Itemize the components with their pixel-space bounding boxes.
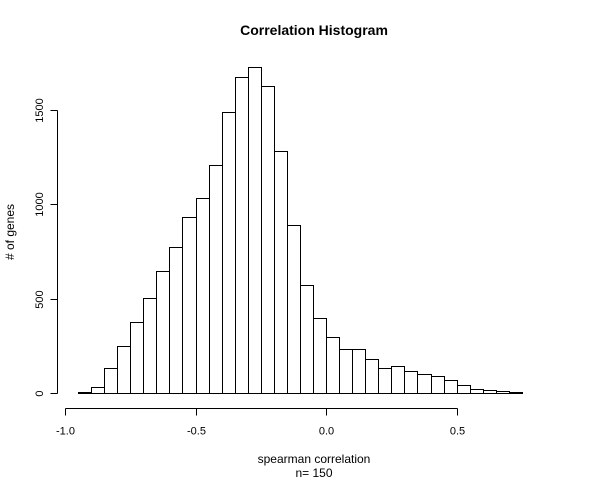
- histogram-bar: [457, 385, 471, 394]
- histogram-bar: [222, 112, 236, 394]
- x-axis: -1.0 -0.5 0.0 0.5: [56, 408, 465, 438]
- histogram-bar: [509, 392, 523, 394]
- histogram-bar: [209, 165, 223, 394]
- y-tick-label: 500: [34, 290, 46, 308]
- histogram-bar: [261, 86, 275, 394]
- y-tick-label: 0: [34, 390, 46, 396]
- histogram-bar: [470, 389, 484, 394]
- histogram-bar: [365, 359, 379, 394]
- histogram-bar: [378, 368, 392, 394]
- histogram-bar: [196, 198, 210, 394]
- histogram-bar: [431, 376, 445, 394]
- histogram-bar: [483, 390, 497, 394]
- chart-title: Correlation Histogram: [240, 22, 388, 38]
- histogram-bar: [391, 366, 405, 394]
- bars-group: [78, 67, 523, 394]
- histogram-bar: [496, 391, 510, 394]
- histogram-bar: [156, 271, 170, 394]
- histogram-bar: [339, 349, 353, 394]
- histogram-bar: [117, 346, 131, 394]
- histogram-bar: [326, 337, 340, 394]
- y-axis: 0 500 1000 1500: [34, 98, 58, 397]
- histogram-bar: [248, 67, 262, 394]
- histogram-bar: [274, 151, 288, 394]
- x-tick-label: -1.0: [56, 426, 75, 438]
- y-axis-label: # of genes: [3, 204, 17, 260]
- histogram-bar: [182, 217, 197, 394]
- histogram-bar: [130, 322, 144, 394]
- y-tick-label: 1000: [34, 192, 46, 216]
- histogram-bar: [169, 247, 183, 394]
- histogram-bar: [104, 368, 118, 394]
- x-tick-label: -0.5: [187, 426, 206, 438]
- histogram-bar: [404, 371, 418, 394]
- x-axis-label: spearman correlation: [258, 452, 371, 466]
- x-tick-label: 0.0: [319, 426, 334, 438]
- histogram-bar: [313, 318, 327, 394]
- histogram-bar: [143, 298, 157, 394]
- x-axis-note: n= 150: [295, 466, 332, 480]
- y-tick-label: 1500: [34, 98, 46, 122]
- histogram-bar: [287, 225, 301, 394]
- histogram-bar: [352, 349, 366, 394]
- histogram-bar: [444, 380, 458, 394]
- histogram-bar: [78, 392, 92, 394]
- histogram-bar: [300, 285, 314, 394]
- histogram-bar: [91, 387, 105, 394]
- histogram-bar: [235, 77, 249, 394]
- x-tick-label: 0.5: [450, 426, 465, 438]
- histogram-bar: [417, 374, 432, 394]
